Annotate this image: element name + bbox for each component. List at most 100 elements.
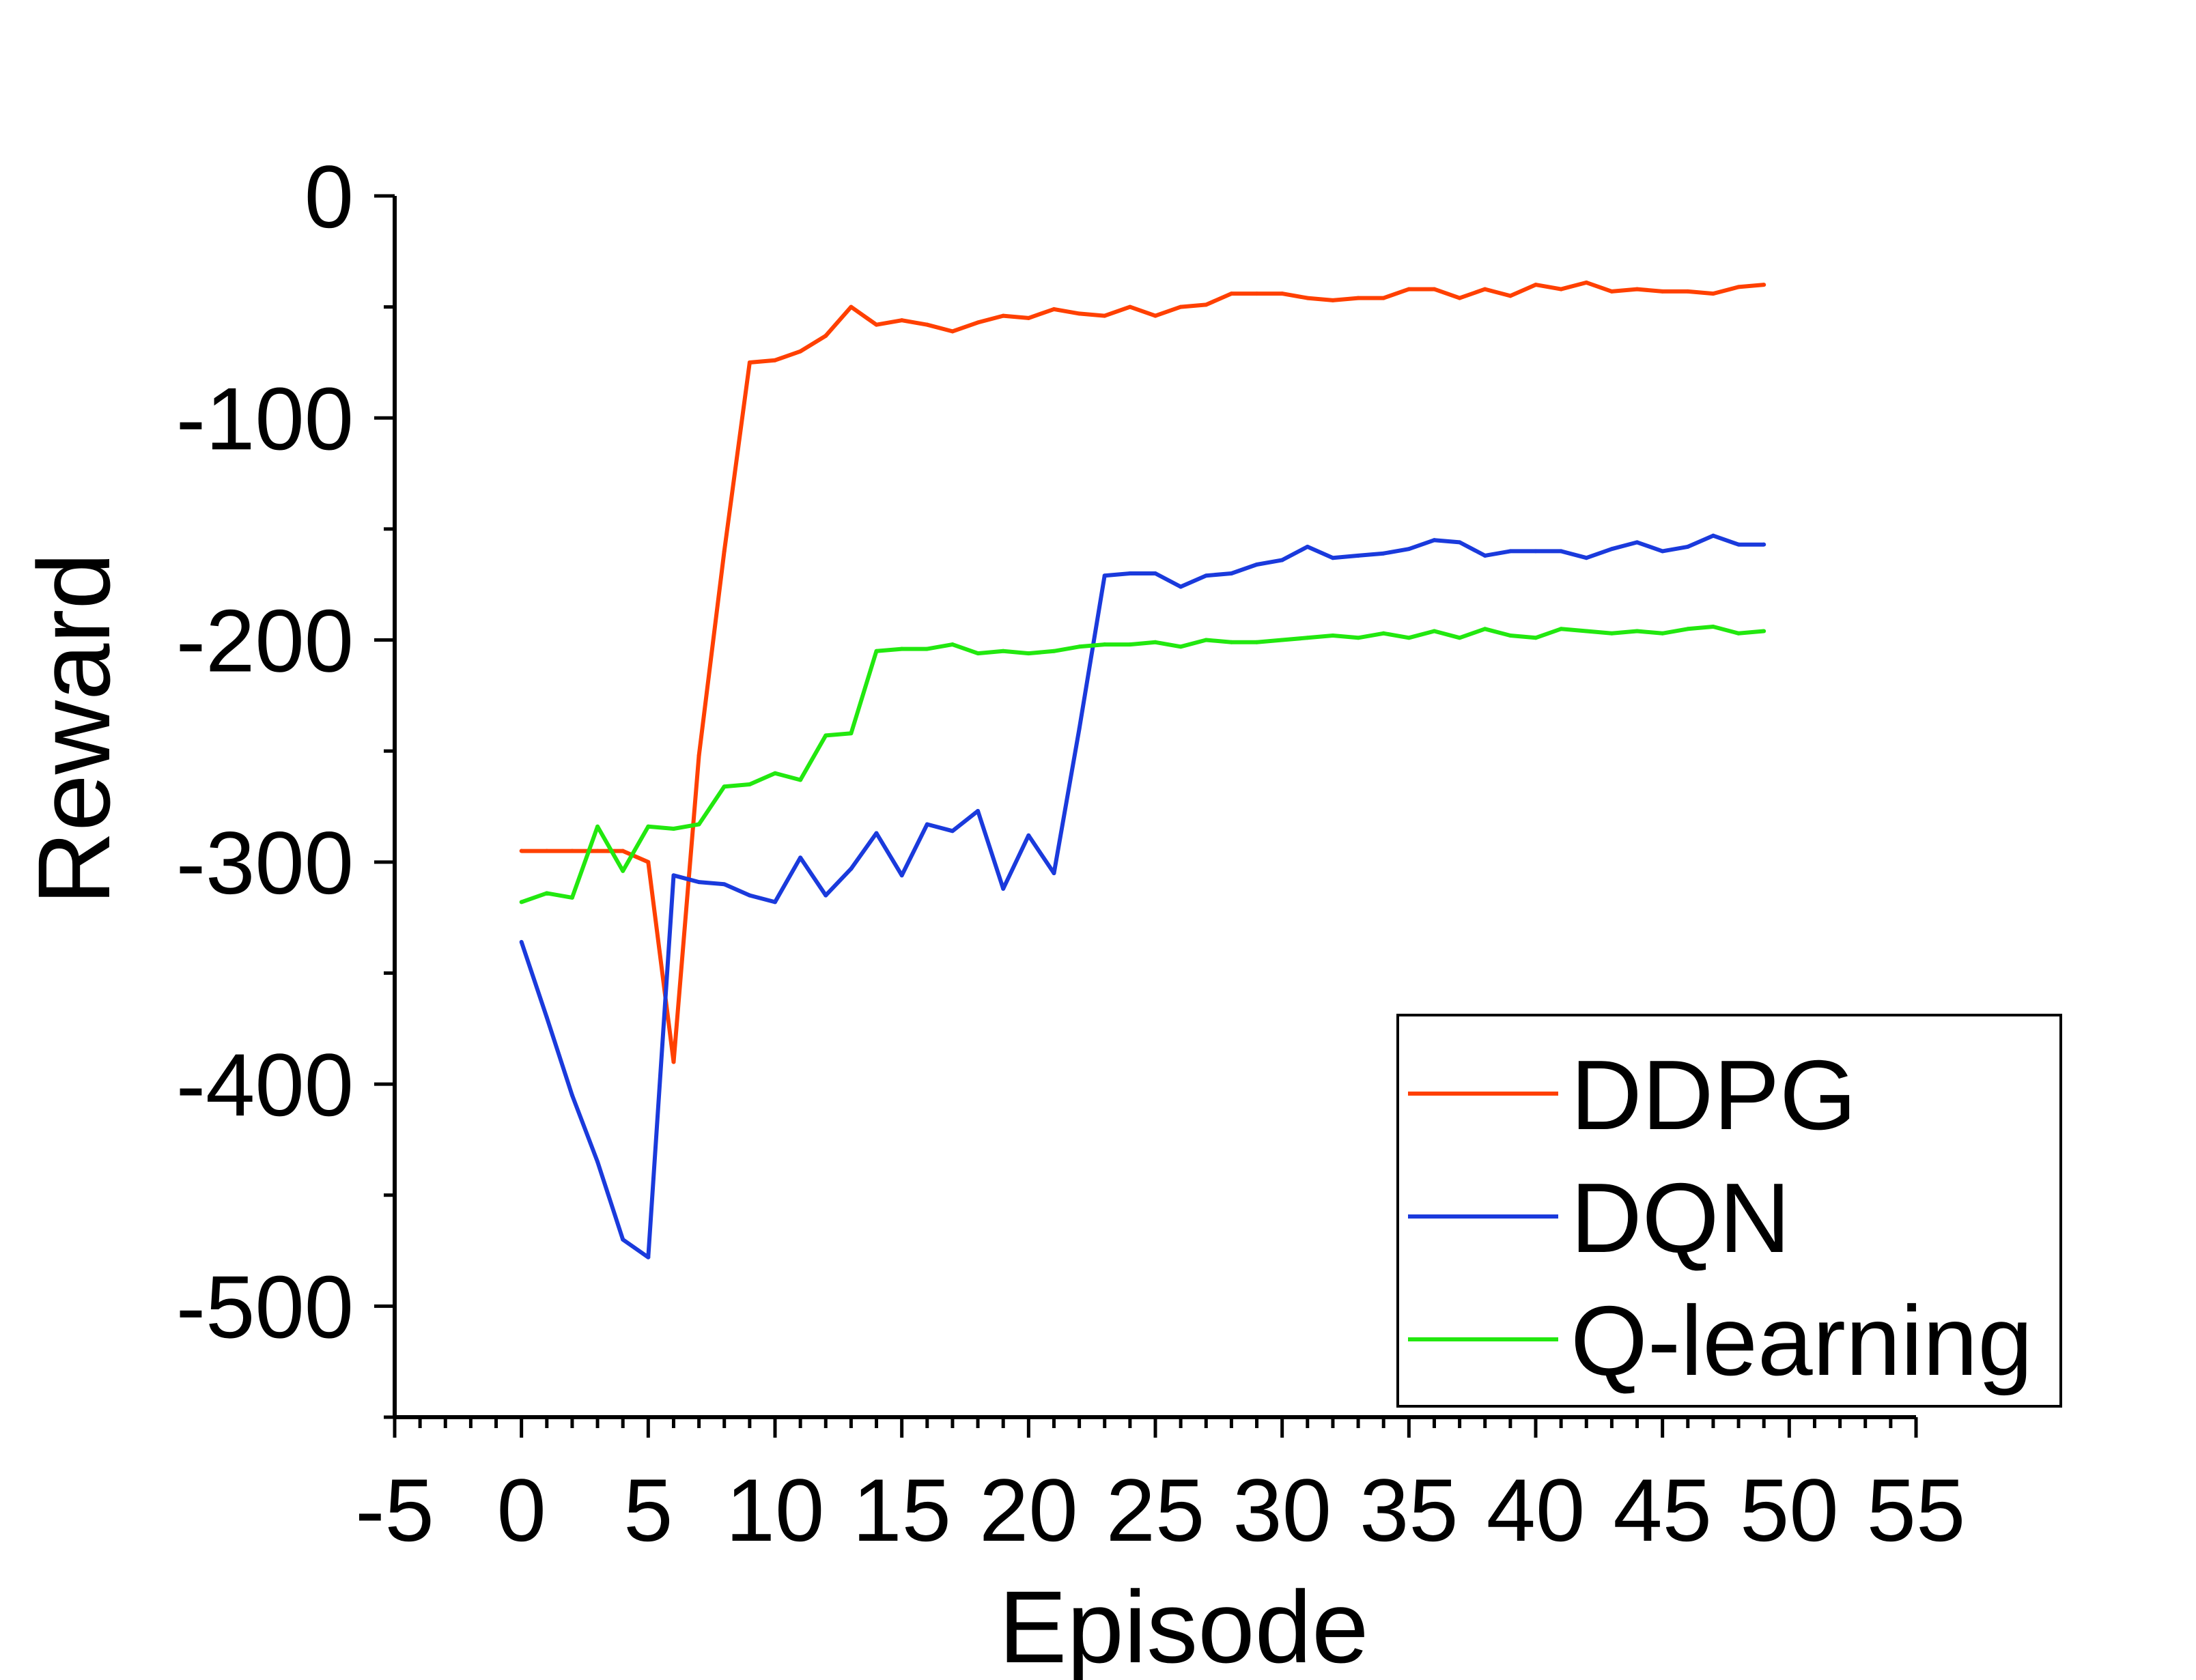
data-point-q-learning bbox=[1736, 631, 1741, 636]
y-tick-label: -200 bbox=[176, 591, 354, 691]
data-point-dqn bbox=[1001, 886, 1006, 891]
data-point-dqn bbox=[1356, 553, 1361, 558]
data-point-q-learning bbox=[1001, 649, 1006, 653]
data-point-q-learning bbox=[1559, 627, 1564, 631]
data-point-ddpg bbox=[1305, 296, 1310, 300]
data-point-q-learning bbox=[798, 778, 803, 782]
x-tick-label: 40 bbox=[1487, 1460, 1586, 1560]
data-point-q-learning bbox=[899, 646, 904, 651]
data-point-dqn bbox=[1660, 549, 1665, 554]
data-point-q-learning bbox=[1762, 629, 1766, 633]
data-point-q-learning bbox=[1254, 640, 1259, 644]
x-tick-label: 0 bbox=[497, 1460, 546, 1560]
data-point-ddpg bbox=[874, 322, 879, 327]
data-point-ddpg bbox=[1482, 287, 1487, 291]
data-point-ddpg bbox=[1026, 315, 1031, 320]
data-point-ddpg bbox=[1584, 280, 1589, 285]
data-point-dqn bbox=[899, 873, 904, 878]
data-point-dqn bbox=[1254, 562, 1259, 567]
data-point-ddpg bbox=[976, 320, 981, 325]
data-point-dqn bbox=[1127, 571, 1132, 575]
data-point-ddpg bbox=[1711, 291, 1715, 296]
data-point-dqn bbox=[569, 1093, 574, 1098]
data-point-dqn bbox=[722, 882, 727, 887]
x-tick-label: 30 bbox=[1233, 1460, 1332, 1560]
data-point-ddpg bbox=[1254, 291, 1259, 296]
data-point-dqn bbox=[646, 1255, 651, 1259]
data-point-ddpg bbox=[1127, 304, 1132, 309]
data-point-q-learning bbox=[519, 900, 524, 905]
x-tick-label: 10 bbox=[726, 1460, 825, 1560]
data-point-dqn bbox=[950, 829, 955, 834]
data-point-dqn bbox=[824, 893, 828, 898]
legend-item-ddpg: DDPG bbox=[1408, 1040, 1857, 1150]
data-point-q-learning bbox=[1305, 636, 1310, 640]
data-point-q-learning bbox=[1635, 629, 1639, 633]
axes: 0-100-200-300-400-500 -5 0 5 10 15 20 25 30 35 40… bbox=[176, 147, 1966, 1560]
data-point-dqn bbox=[1052, 871, 1056, 876]
data-point-q-learning bbox=[773, 771, 777, 775]
data-point-ddpg bbox=[569, 849, 574, 853]
data-point-dqn bbox=[696, 880, 701, 885]
data-point-q-learning bbox=[1482, 627, 1487, 631]
data-point-q-learning bbox=[849, 731, 854, 736]
data-point-dqn bbox=[1559, 549, 1564, 554]
data-point-dqn bbox=[1609, 547, 1614, 552]
x-tick-label: 55 bbox=[1867, 1460, 1966, 1560]
data-point-ddpg bbox=[824, 333, 828, 338]
data-point-dqn bbox=[1407, 547, 1411, 552]
data-point-q-learning bbox=[1407, 636, 1411, 640]
data-point-dqn bbox=[621, 1237, 625, 1242]
data-point-ddpg bbox=[747, 360, 752, 365]
data-point-ddpg bbox=[925, 322, 929, 327]
x-tick-label: 25 bbox=[1106, 1460, 1205, 1560]
legend-label: Q-learning bbox=[1571, 1285, 2033, 1396]
data-point-q-learning bbox=[1685, 627, 1690, 631]
y-tick-label: -400 bbox=[176, 1035, 354, 1135]
data-point-dqn bbox=[1381, 551, 1386, 556]
data-point-dqn bbox=[798, 855, 803, 860]
data-point-dqn bbox=[1229, 571, 1234, 575]
y-tick-label: -500 bbox=[176, 1257, 354, 1356]
data-point-dqn bbox=[925, 822, 929, 827]
data-point-ddpg bbox=[950, 329, 955, 334]
data-point-ddpg bbox=[1457, 296, 1462, 300]
data-point-ddpg bbox=[849, 304, 854, 309]
data-point-dqn bbox=[1026, 833, 1031, 838]
data-point-dqn bbox=[1508, 549, 1512, 554]
x-tick-label: 50 bbox=[1740, 1460, 1839, 1560]
data-point-dqn bbox=[1330, 556, 1335, 560]
data-point-dqn bbox=[1685, 544, 1690, 549]
data-point-ddpg bbox=[595, 849, 600, 853]
data-point-q-learning bbox=[722, 784, 727, 789]
data-point-ddpg bbox=[1635, 287, 1639, 291]
data-point-q-learning bbox=[747, 782, 752, 786]
data-point-ddpg bbox=[1609, 289, 1614, 294]
data-point-dqn bbox=[1736, 542, 1741, 547]
data-point-ddpg bbox=[621, 849, 625, 853]
data-point-dqn bbox=[1762, 542, 1766, 547]
data-point-q-learning bbox=[1508, 633, 1512, 638]
data-point-ddpg bbox=[1508, 294, 1512, 298]
data-point-ddpg bbox=[1534, 283, 1538, 287]
data-point-ddpg bbox=[1153, 313, 1157, 318]
data-point-dqn bbox=[1077, 726, 1082, 731]
data-point-q-learning bbox=[1127, 642, 1132, 647]
x-tick-label: -5 bbox=[355, 1460, 434, 1560]
data-point-dqn bbox=[1179, 584, 1183, 589]
data-point-q-learning bbox=[976, 651, 981, 656]
data-point-ddpg bbox=[1179, 304, 1183, 309]
x-axis-title: Episode bbox=[998, 1569, 1368, 1680]
series-line-dqn bbox=[519, 533, 1764, 1259]
data-point-dqn bbox=[595, 1159, 600, 1164]
y-tick-label: 0 bbox=[305, 147, 354, 246]
data-point-ddpg bbox=[1407, 287, 1411, 291]
legend-item-dqn: DQN bbox=[1408, 1163, 1790, 1273]
data-point-ddpg bbox=[1330, 298, 1335, 302]
data-point-q-learning bbox=[696, 822, 701, 827]
data-point-dqn bbox=[1280, 558, 1284, 563]
data-point-dqn bbox=[1457, 540, 1462, 545]
data-point-q-learning bbox=[1102, 642, 1107, 647]
data-point-dqn bbox=[519, 939, 524, 944]
legend-label: DQN bbox=[1571, 1163, 1790, 1273]
